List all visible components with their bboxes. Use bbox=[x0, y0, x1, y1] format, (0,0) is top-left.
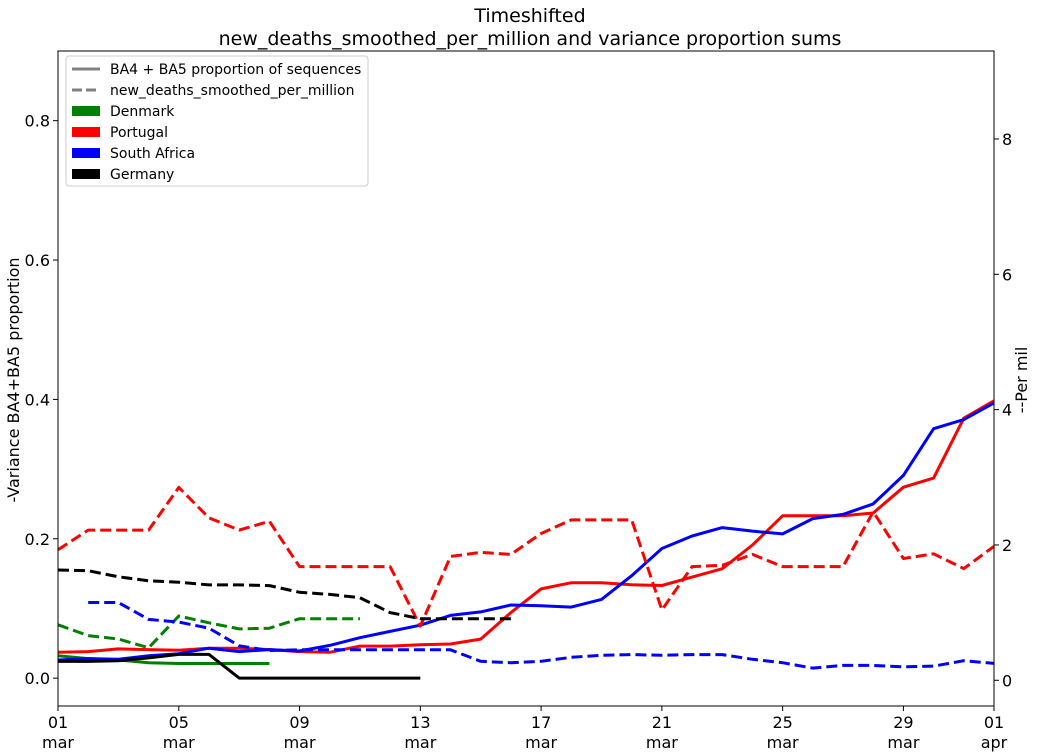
x-tick-label: 09 bbox=[289, 713, 309, 732]
legend-label: Germany bbox=[110, 167, 174, 183]
legend-label: new_deaths_smoothed_per_million bbox=[110, 83, 355, 99]
x-tick-label: 13 bbox=[410, 713, 430, 732]
legend: BA4 + BA5 proportion of sequences new_dea… bbox=[65, 55, 369, 187]
x-tick-label: mar bbox=[404, 733, 436, 752]
y-right-tick-label: 8 bbox=[1002, 130, 1012, 149]
x-tick-label: mar bbox=[42, 733, 74, 752]
x-tick-label: mar bbox=[887, 733, 919, 752]
y-right-tick-label: 2 bbox=[1002, 536, 1012, 555]
legend-label: BA4 + BA5 proportion of sequences bbox=[110, 62, 361, 78]
series-line-germany-deaths bbox=[57, 568, 511, 621]
chart-title-line-2: new_deaths_smoothed_per_million and vari… bbox=[219, 28, 842, 50]
series-line-portugal-deaths bbox=[57, 485, 995, 628]
x-tick-label: 01 bbox=[48, 713, 68, 732]
y-left-tick-label: 0.2 bbox=[25, 530, 50, 549]
y-axis-left-label: -Variance BA4+BA5 proportion bbox=[4, 257, 23, 502]
x-axis: 01mar05mar09mar13mar17mar21mar25mar29mar… bbox=[42, 706, 1008, 752]
x-tick-label: 01 bbox=[984, 713, 1004, 732]
chart-title: Timeshifted new_deaths_smoothed_per_mill… bbox=[219, 5, 842, 50]
legend-box bbox=[65, 55, 369, 187]
legend-label: Portugal bbox=[110, 125, 168, 141]
chart-title-line-1: Timeshifted bbox=[473, 5, 585, 27]
y-axis-right: 0 2 4 6 8 bbox=[994, 130, 1012, 690]
y-right-tick-label: 0 bbox=[1002, 671, 1012, 690]
y-right-tick-label: 4 bbox=[1002, 401, 1012, 420]
x-tick-label: mar bbox=[163, 733, 195, 752]
series-line-denmark-deaths bbox=[57, 614, 360, 650]
x-tick-label: 17 bbox=[531, 713, 551, 732]
x-tick-label: mar bbox=[646, 733, 678, 752]
x-tick-label: 25 bbox=[772, 713, 792, 732]
x-tick-label: 05 bbox=[169, 713, 189, 732]
y-left-tick-label: 0.6 bbox=[25, 251, 50, 270]
legend-label: South Africa bbox=[110, 146, 195, 162]
x-tick-label: 21 bbox=[652, 713, 672, 732]
x-tick-label: mar bbox=[767, 733, 799, 752]
legend-swatch bbox=[72, 169, 100, 179]
x-tick-label: 29 bbox=[893, 713, 913, 732]
y-right-tick-label: 6 bbox=[1002, 265, 1012, 284]
legend-swatch bbox=[72, 127, 100, 137]
legend-swatch bbox=[72, 106, 100, 116]
x-tick-label: apr bbox=[981, 733, 1008, 752]
y-axis-left: 0.0 0.2 0.4 0.6 0.8 bbox=[25, 112, 58, 688]
y-left-tick-label: 0.0 bbox=[25, 669, 50, 688]
y-axis-right-label: --Per mil bbox=[1012, 347, 1031, 414]
series-line-south-africa-deaths bbox=[88, 601, 995, 670]
y-left-tick-label: 0.8 bbox=[25, 112, 50, 131]
x-tick-label: mar bbox=[284, 733, 316, 752]
x-tick-label: mar bbox=[525, 733, 557, 752]
legend-swatch bbox=[72, 148, 100, 158]
series-layer bbox=[57, 399, 995, 680]
plot-frame bbox=[57, 50, 995, 707]
series-line-germany-variance bbox=[58, 652, 421, 680]
series-line-south-africa-variance bbox=[57, 401, 995, 662]
y-left-tick-label: 0.4 bbox=[25, 390, 50, 409]
legend-label: Denmark bbox=[110, 104, 175, 120]
series-line-portugal-variance bbox=[57, 399, 995, 654]
